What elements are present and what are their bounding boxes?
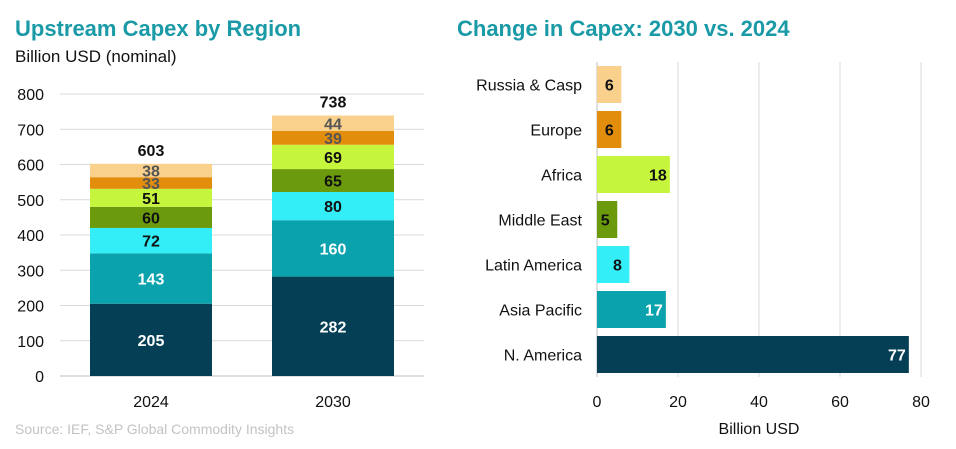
- data-label: 51: [142, 191, 160, 208]
- y-tick-label: 500: [17, 193, 44, 210]
- bar-segment-n-america: [272, 276, 394, 376]
- data-label: 77: [888, 348, 906, 365]
- data-label: 18: [649, 168, 667, 185]
- data-label: 160: [320, 241, 347, 258]
- data-label: 72: [142, 234, 160, 251]
- left-chart-title: Upstream Capex by Region: [15, 16, 302, 41]
- y-tick-label: 400: [17, 228, 44, 245]
- y-tick-label: 800: [17, 87, 44, 104]
- y-tick-label: N. America: [504, 348, 582, 365]
- data-label: 60: [142, 210, 160, 227]
- bar-segment-n-america: [90, 303, 212, 376]
- data-label: 6: [605, 123, 614, 140]
- left-chart-subtitle: Billion USD (nominal): [15, 47, 177, 66]
- bar-segment-europe: [90, 177, 212, 189]
- bar-segment-africa: [272, 144, 394, 170]
- bar-segment-africa: [90, 188, 212, 207]
- bar-segment-russia-casp: [90, 163, 212, 178]
- y-tick-label: 700: [17, 122, 44, 139]
- y-tick-label: 300: [17, 263, 44, 280]
- y-tick-label: Russia & Casp: [476, 78, 582, 95]
- total-label: 738: [320, 95, 347, 112]
- y-tick-label: 0: [35, 369, 44, 386]
- bar-segment-russia-casp: [272, 115, 394, 132]
- y-tick-label: Africa: [541, 168, 582, 185]
- data-label: 65: [324, 174, 342, 191]
- data-label: 143: [138, 272, 165, 289]
- x-tick-label: 60: [831, 394, 849, 411]
- bar-segment-latin-america: [272, 191, 394, 221]
- total-label: 603: [138, 143, 165, 160]
- horizontal-bar-chart: 0 20 40 60 80 6 Russia & Casp 6 Europe 18 Africa 5 M…: [476, 62, 930, 438]
- bar-segment-middle-east: [90, 206, 212, 228]
- bar-segment-asia-pacific: [272, 220, 394, 277]
- data-label: 33: [142, 176, 160, 193]
- stacked-bar-chart: 0100200300400500600700800205143726051333…: [17, 87, 424, 411]
- x-tick-label: 80: [912, 394, 930, 411]
- data-label: 6: [605, 78, 614, 95]
- y-tick-label: 100: [17, 334, 44, 351]
- y-tick-label: Europe: [530, 123, 582, 140]
- bar-segment-middle-east: [272, 169, 394, 192]
- bar-asia-pacific: [597, 291, 666, 328]
- bar-n-america: [597, 336, 909, 373]
- bar-segment-asia-pacific: [90, 253, 212, 304]
- bar-segment-europe: [272, 131, 394, 145]
- data-label: 39: [324, 131, 342, 148]
- x-tick-label: 2030: [315, 394, 351, 411]
- x-tick-label: 0: [593, 394, 602, 411]
- x-tick-label: 20: [669, 394, 687, 411]
- y-tick-label: Asia Pacific: [499, 303, 582, 320]
- source-note: Source: IEF, S&P Global Commodity Insigh…: [15, 421, 295, 437]
- bar-europe: [597, 111, 622, 148]
- y-tick-label: 200: [17, 299, 44, 316]
- data-label: 5: [601, 213, 610, 230]
- data-label: 38: [142, 163, 160, 180]
- x-axis-title: Billion USD: [719, 421, 800, 438]
- data-label: 69: [324, 150, 342, 167]
- data-label: 282: [320, 319, 347, 336]
- y-tick-label: 600: [17, 158, 44, 175]
- data-label: 80: [324, 199, 342, 216]
- y-tick-label: Latin America: [485, 258, 582, 275]
- bar-africa: [597, 156, 670, 193]
- bar-latin-america: [597, 246, 630, 283]
- data-label: 44: [324, 116, 342, 133]
- bar-russia-casp: [597, 66, 622, 103]
- data-label: 8: [613, 258, 622, 275]
- right-chart-title: Change in Capex: 2030 vs. 2024: [457, 16, 790, 41]
- data-label: 17: [645, 303, 663, 320]
- x-tick-label: 40: [750, 394, 768, 411]
- x-tick-label: 2024: [133, 394, 169, 411]
- bar-middle-east: [597, 201, 618, 238]
- bar-segment-latin-america: [90, 227, 212, 254]
- data-label: 205: [138, 333, 165, 350]
- y-tick-label: Middle East: [498, 213, 582, 230]
